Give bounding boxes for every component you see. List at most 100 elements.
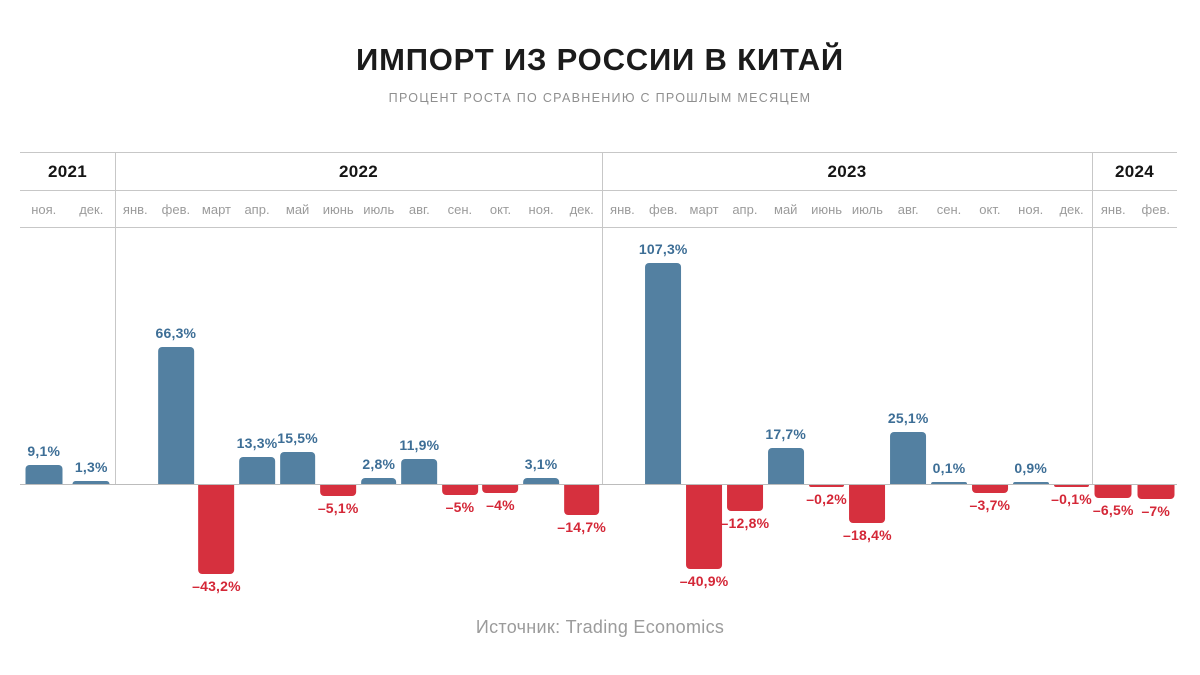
section-divider	[1092, 152, 1093, 485]
bar-2023-июль	[849, 485, 886, 523]
year-label-2024: 2024	[1092, 152, 1177, 191]
chart-subtitle: ПРОЦЕНТ РОСТА ПО СРАВНЕНИЮ С ПРОШЛЫМ МЕС…	[388, 91, 812, 105]
bar-slot: 25,1%	[888, 228, 929, 600]
bar-2022-дек	[563, 485, 600, 516]
bar-slot: –4%	[480, 228, 521, 600]
value-label: 107,3%	[638, 240, 688, 257]
bar-slot	[115, 228, 156, 600]
month-label: сен.	[936, 201, 962, 217]
bar-2023-май	[767, 447, 804, 484]
value-label: –43,2%	[192, 577, 241, 594]
value-label: 17,7%	[765, 425, 807, 442]
year-section-2021: 2021 ноя. дек. 9,1% 1,3%	[20, 152, 116, 600]
value-label: –6,5%	[1092, 502, 1134, 519]
month-label: дек.	[1059, 201, 1084, 217]
year-label-2023: 2023	[602, 152, 1092, 191]
plot-area-2022: 66,3% –43,2% 13,3% 15,5% –5,1% 2,8% 11,9% –5% –4…	[115, 228, 606, 600]
year-section-2023: 2023 янв. фев. март апр. май июнь июль авг. сен. о…	[602, 152, 1093, 600]
month-label: июнь	[811, 201, 843, 217]
value-label: –4%	[486, 497, 515, 514]
bar-slot: –43,2%	[192, 228, 241, 600]
bar-slot: 3,1%	[521, 228, 562, 600]
value-label: –3,7%	[969, 496, 1011, 513]
year-section-2024: 2024 янв. фев. –6,5% –7%	[1092, 152, 1177, 600]
plot-area-2021: 9,1% 1,3%	[20, 228, 115, 600]
bar-slot: –0,1%	[1051, 228, 1092, 600]
bar-2021-ноя	[25, 465, 63, 484]
bar-slot: 17,7%	[765, 228, 806, 600]
value-label: 2,8%	[362, 456, 396, 473]
bar-slot: –5%	[440, 228, 481, 600]
bar-slot: 0,9%	[1010, 228, 1051, 600]
month-row-2023: янв. фев. март апр. май июнь июль авг. сен. окт. н…	[602, 191, 1092, 228]
value-label: –7%	[1141, 503, 1171, 520]
value-label: 66,3%	[155, 325, 197, 342]
bar-slot: –40,9%	[680, 228, 728, 600]
value-label: –40,9%	[679, 573, 729, 590]
month-label: окт.	[489, 201, 512, 217]
bar-2024-фев	[1137, 485, 1175, 500]
month-row-2024: янв. фев.	[1092, 191, 1177, 228]
year-label-2022: 2022	[115, 152, 602, 191]
bar-2022-май	[279, 452, 316, 484]
chart-title: ИМПОРТ ИЗ РОССИИ В КИТАЙ	[355, 42, 844, 77]
bar-2022-апр	[239, 456, 275, 484]
bar-2022-ноя	[523, 477, 559, 484]
bar-slot	[602, 228, 643, 600]
month-label: апр.	[244, 201, 270, 217]
value-label: –18,4%	[843, 526, 892, 543]
value-label: 3,1%	[524, 455, 558, 472]
bar-2022-июль	[360, 478, 397, 484]
value-label: –0,1%	[1051, 491, 1092, 507]
section-divider	[602, 152, 603, 485]
bar-2023-авг	[890, 432, 927, 484]
year-section-2022: 2022 янв. фев. март апр. май июнь июль авг. сен. о…	[115, 152, 606, 600]
bar-slot: –12,8%	[721, 228, 769, 600]
bar-2023-март	[686, 485, 723, 570]
bar-slot: 1,3%	[68, 228, 116, 600]
bar-2022-июнь	[320, 485, 357, 496]
bar-2023-апр	[726, 485, 763, 512]
month-label: март	[201, 201, 231, 217]
bar-slot: 2,8%	[358, 228, 399, 600]
bar-slot: –6,5%	[1092, 228, 1135, 600]
year-label-2021: 2021	[20, 152, 115, 191]
month-label: ноя.	[31, 201, 57, 217]
bar-2022-сен	[442, 485, 478, 496]
month-label: фев.	[1141, 201, 1170, 217]
bar-slot: 0,1%	[929, 228, 970, 600]
value-label: 9,1%	[27, 443, 61, 460]
bar-slot: –18,4%	[843, 228, 892, 600]
value-label: –12,8%	[720, 515, 770, 532]
plot-area-2024: –6,5% –7%	[1092, 228, 1177, 600]
value-label: 0,1%	[932, 460, 966, 476]
bar-slot: 107,3%	[639, 228, 687, 600]
bar-2024-янв	[1094, 485, 1132, 499]
month-label: авг.	[897, 201, 919, 217]
month-label: июль	[363, 201, 395, 217]
source-caption: Источник: Trading Economics	[475, 617, 725, 637]
month-label: сен.	[447, 201, 473, 217]
bar-slot: –14,7%	[557, 228, 606, 600]
bar-slot: –0,2%	[806, 228, 847, 600]
value-label: 11,9%	[399, 437, 440, 454]
month-row-2021: ноя. дек.	[20, 191, 115, 228]
zero-axis-line	[20, 484, 1177, 485]
month-label: фев.	[649, 201, 678, 217]
bar-2022-авг	[401, 459, 438, 484]
value-label: –5,1%	[317, 499, 359, 516]
month-label: май	[774, 201, 798, 217]
month-label: июнь	[322, 201, 354, 217]
bar-slot: –5,1%	[318, 228, 359, 600]
bar-2023-ноя	[1012, 482, 1049, 484]
section-divider	[115, 152, 116, 485]
month-label: фев.	[161, 201, 191, 217]
value-label: –5%	[445, 499, 475, 516]
bar-2022-окт	[482, 485, 519, 494]
bar-slot: 9,1%	[20, 228, 68, 600]
month-label: март	[689, 201, 719, 217]
bar-2023-фев	[645, 262, 682, 484]
month-label: ноя.	[528, 201, 554, 217]
value-label: 0,9%	[1014, 460, 1048, 476]
month-label: авг.	[408, 201, 430, 217]
